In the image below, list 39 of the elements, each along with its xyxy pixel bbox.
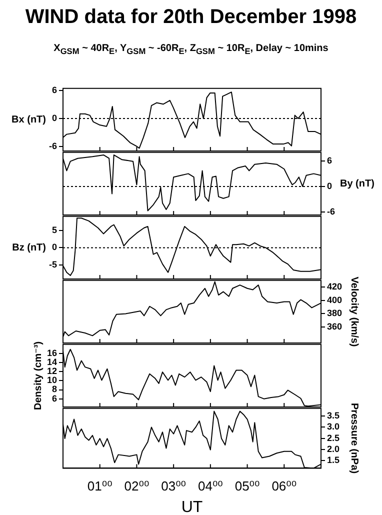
y2-tick-label: 6: [327, 155, 332, 166]
y2-tick-label: 420: [327, 282, 342, 292]
y-axis-title: Bx (nT): [12, 114, 46, 126]
x-tick-label: 04⁰⁰: [198, 478, 223, 494]
y-tick-label: 0: [52, 113, 57, 124]
y2-axis-title: Pressure (nPa): [348, 403, 360, 474]
y2-tick-label: 0: [327, 180, 332, 191]
x-tick-label: 06⁰⁰: [272, 478, 297, 494]
x-tick-label: 01⁰⁰: [87, 478, 112, 494]
y2-tick-label: 3.5: [327, 410, 340, 421]
y2-axis-title: By (nT): [340, 178, 374, 190]
text: X$_{GSM}$ ~ 40R$_{E}$, Y$_{GSM}$ ~ -60R$_{E}$, Z$_{GSM}$ ~ 10R$_{E}$, Delay ~ 10mins: [54, 43, 328, 56]
y2-tick-label: 2.5: [327, 432, 340, 443]
x-tick-label: 05⁰⁰: [234, 478, 260, 494]
y-axis-title: Bz (nT): [12, 242, 46, 254]
y-axis-title: Density (cm⁻³): [32, 341, 44, 410]
y-tick-label: -5: [48, 260, 57, 270]
y-tick-label: 0: [52, 242, 57, 252]
y-tick-label: 10: [46, 375, 57, 386]
y2-tick-label: 3.0: [327, 422, 340, 432]
x-tick-label: 02⁰⁰: [124, 478, 150, 494]
y-tick-label: 5: [52, 224, 57, 235]
x-axis-title: UT: [181, 498, 203, 515]
y2-tick-label: 380: [327, 308, 342, 318]
y-tick-label: 12: [46, 366, 57, 376]
y-tick-label: 14: [46, 357, 57, 368]
y2-tick-label: -6: [327, 206, 336, 217]
y-tick-label: -6: [48, 140, 57, 151]
x-tick-label: 03⁰⁰: [161, 478, 186, 494]
chart-title: WIND data for 20th December 1998: [24, 5, 358, 29]
y2-axis-title: Velocity (km/s): [348, 276, 360, 347]
y2-tick-label: 1.5: [327, 454, 340, 465]
y-tick-label: 8: [52, 384, 57, 394]
y-tick-label: 6: [52, 393, 57, 404]
y-tick-label: 16: [46, 348, 57, 358]
y2-tick-label: 360: [327, 322, 342, 332]
y2-tick-label: 400: [327, 294, 342, 305]
y-tick-label: 6: [52, 85, 57, 96]
y2-tick-label: 2.0: [327, 444, 340, 454]
